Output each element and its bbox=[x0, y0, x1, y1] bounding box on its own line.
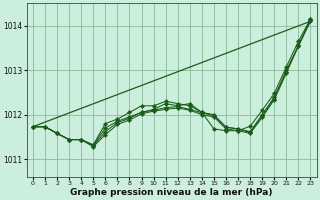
X-axis label: Graphe pression niveau de la mer (hPa): Graphe pression niveau de la mer (hPa) bbox=[70, 188, 273, 197]
